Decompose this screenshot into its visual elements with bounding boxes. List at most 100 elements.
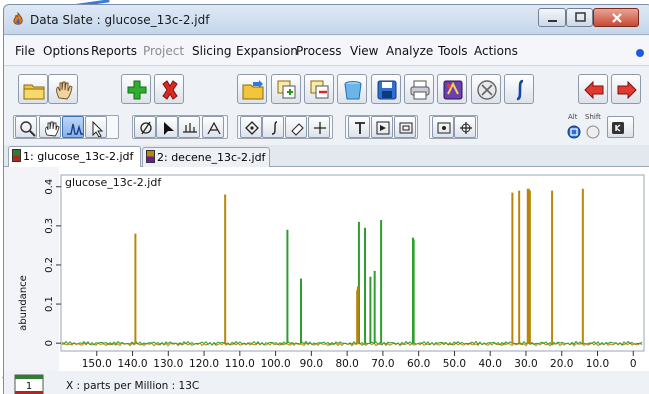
measure-icon	[437, 122, 451, 134]
spectrum-index-color-top	[15, 375, 43, 379]
integral-button[interactable]	[504, 74, 534, 104]
spectrum-chart[interactable]: glucose_13c-2.jdf 0 0.1 0.2 0.3 0.4 abundance 1…	[4, 167, 649, 394]
menu-file[interactable]: File	[15, 44, 36, 58]
menu-process[interactable]: Process	[296, 44, 342, 58]
save-icon	[377, 80, 397, 100]
y-tick-label: 0.1	[44, 296, 55, 312]
x-axis-caption: X : parts per Million : 13C	[66, 380, 199, 392]
multiplet-tool[interactable]	[202, 116, 224, 138]
x-tick-label: 150.0	[82, 358, 112, 370]
y-axis-gutter	[4, 167, 59, 394]
open-folder-button[interactable]	[18, 74, 48, 104]
crosshair-tool[interactable]	[308, 116, 330, 138]
scripts-button[interactable]	[437, 74, 467, 104]
eraser-icon	[291, 123, 304, 136]
menu-actions[interactable]: Actions	[474, 44, 518, 58]
menu-reports[interactable]: Reports	[91, 44, 138, 58]
multiplet-icon	[207, 121, 221, 135]
open-folder-icon	[23, 84, 45, 100]
spectrum-tab-1[interactable]: 1: glucose_13c-2.jdf	[8, 146, 141, 168]
scripts-icon	[443, 80, 463, 100]
integral-icon	[516, 79, 524, 101]
x-tick-label: 30.0	[514, 358, 537, 370]
pan-icon	[45, 121, 60, 137]
x-tick-label: 140.0	[118, 358, 148, 370]
delete-button[interactable]	[154, 74, 184, 104]
phase-tool[interactable]	[134, 116, 156, 138]
x-tick-label: 40.0	[479, 358, 502, 370]
text-tool[interactable]	[348, 116, 370, 138]
baseline-decene	[61, 341, 643, 347]
link-tool[interactable]	[454, 116, 476, 138]
next-arrow-button[interactable]	[611, 74, 641, 104]
menu-indicator-dot	[636, 49, 644, 57]
peak-pick-tool[interactable]	[62, 116, 84, 138]
menu-project[interactable]: Project	[143, 44, 185, 58]
add-button[interactable]	[121, 74, 151, 104]
cursor-icon	[164, 122, 174, 135]
select-arrow-tool[interactable]	[85, 116, 107, 138]
spectrum-index-color-bottom	[15, 391, 43, 394]
spectrum-index: 1	[26, 381, 32, 392]
x-tick-label: 70.0	[371, 358, 394, 370]
baseline-tool[interactable]	[178, 116, 200, 138]
tab-label: 1: glucose_13c-2.jdf	[23, 150, 134, 163]
menu-expansion[interactable]: Expansion	[236, 44, 298, 58]
x-tick-label: 100.0	[261, 358, 291, 370]
title-bar[interactable]: Data Slate : glucose_13c-2.jdf	[4, 5, 649, 35]
select-arrow-icon	[92, 120, 104, 137]
x-tick-label: 0	[630, 358, 637, 370]
maximize-icon	[575, 12, 586, 22]
keyboard-icon	[612, 122, 624, 134]
maximize-button[interactable]	[566, 8, 593, 27]
x-tick-label: 10.0	[586, 358, 609, 370]
alt-modifier-label: Alt	[568, 113, 578, 121]
menu-analyze[interactable]: Analyze	[386, 44, 434, 58]
spectrum-color-swatch	[12, 149, 21, 162]
alt-modifier-icon[interactable]	[567, 125, 581, 139]
zoom-icon	[20, 121, 36, 137]
add-icon	[127, 80, 147, 100]
frame-tool[interactable]	[371, 116, 393, 138]
keyboard-button[interactable]	[607, 116, 634, 138]
menu-slicing[interactable]: Slicing	[192, 44, 232, 58]
zoom-tool[interactable]	[15, 116, 37, 138]
eraser-tool[interactable]	[285, 116, 307, 138]
box-tool[interactable]	[394, 116, 416, 138]
spectrum-color-swatch	[146, 150, 155, 163]
cursor-tool[interactable]	[156, 116, 178, 138]
previous-arrow-button[interactable]	[578, 74, 608, 104]
tab-label: 2: decene_13c-2.jdf	[157, 151, 266, 164]
y-axis-label: abundance	[18, 275, 29, 331]
print-button[interactable]	[404, 74, 434, 104]
x-tick-label: 50.0	[443, 358, 466, 370]
spectrum-plot[interactable]: glucose_13c-2.jdf 0 0.1 0.2 0.3 0.4 abundance 1…	[4, 167, 649, 394]
x-tick-label: 120.0	[189, 358, 219, 370]
y-tick-label: 0.4	[44, 179, 55, 195]
integral-tool-tool[interactable]	[262, 116, 284, 138]
spectrum-tab-2[interactable]: 2: decene_13c-2.jdf	[142, 147, 270, 167]
layers-remove-button[interactable]	[304, 74, 334, 104]
y-tick-label: 0.2	[44, 257, 55, 273]
measure-tool[interactable]	[432, 116, 454, 138]
menu-options[interactable]: Options	[43, 44, 90, 58]
x-tick-label: 110.0	[225, 358, 255, 370]
pan-tool[interactable]	[39, 116, 61, 138]
open-project-button[interactable]	[237, 74, 267, 104]
shift-modifier-icon[interactable]	[586, 125, 600, 139]
stop-button[interactable]	[471, 74, 501, 104]
menu-view[interactable]: View	[350, 44, 379, 58]
close-button[interactable]	[593, 8, 639, 27]
hand-tool-button[interactable]	[48, 74, 78, 104]
layers-add-button[interactable]	[271, 74, 301, 104]
plot-frame	[60, 174, 645, 352]
status-strip	[4, 371, 649, 394]
save-button[interactable]	[371, 74, 401, 104]
minimize-button[interactable]	[538, 8, 566, 27]
open-project-icon	[242, 80, 264, 100]
menu-tools[interactable]: Tools	[438, 44, 468, 58]
minimize-icon	[548, 20, 557, 22]
trash-can-button[interactable]	[337, 74, 367, 104]
peak-marker-tool[interactable]	[240, 116, 262, 138]
